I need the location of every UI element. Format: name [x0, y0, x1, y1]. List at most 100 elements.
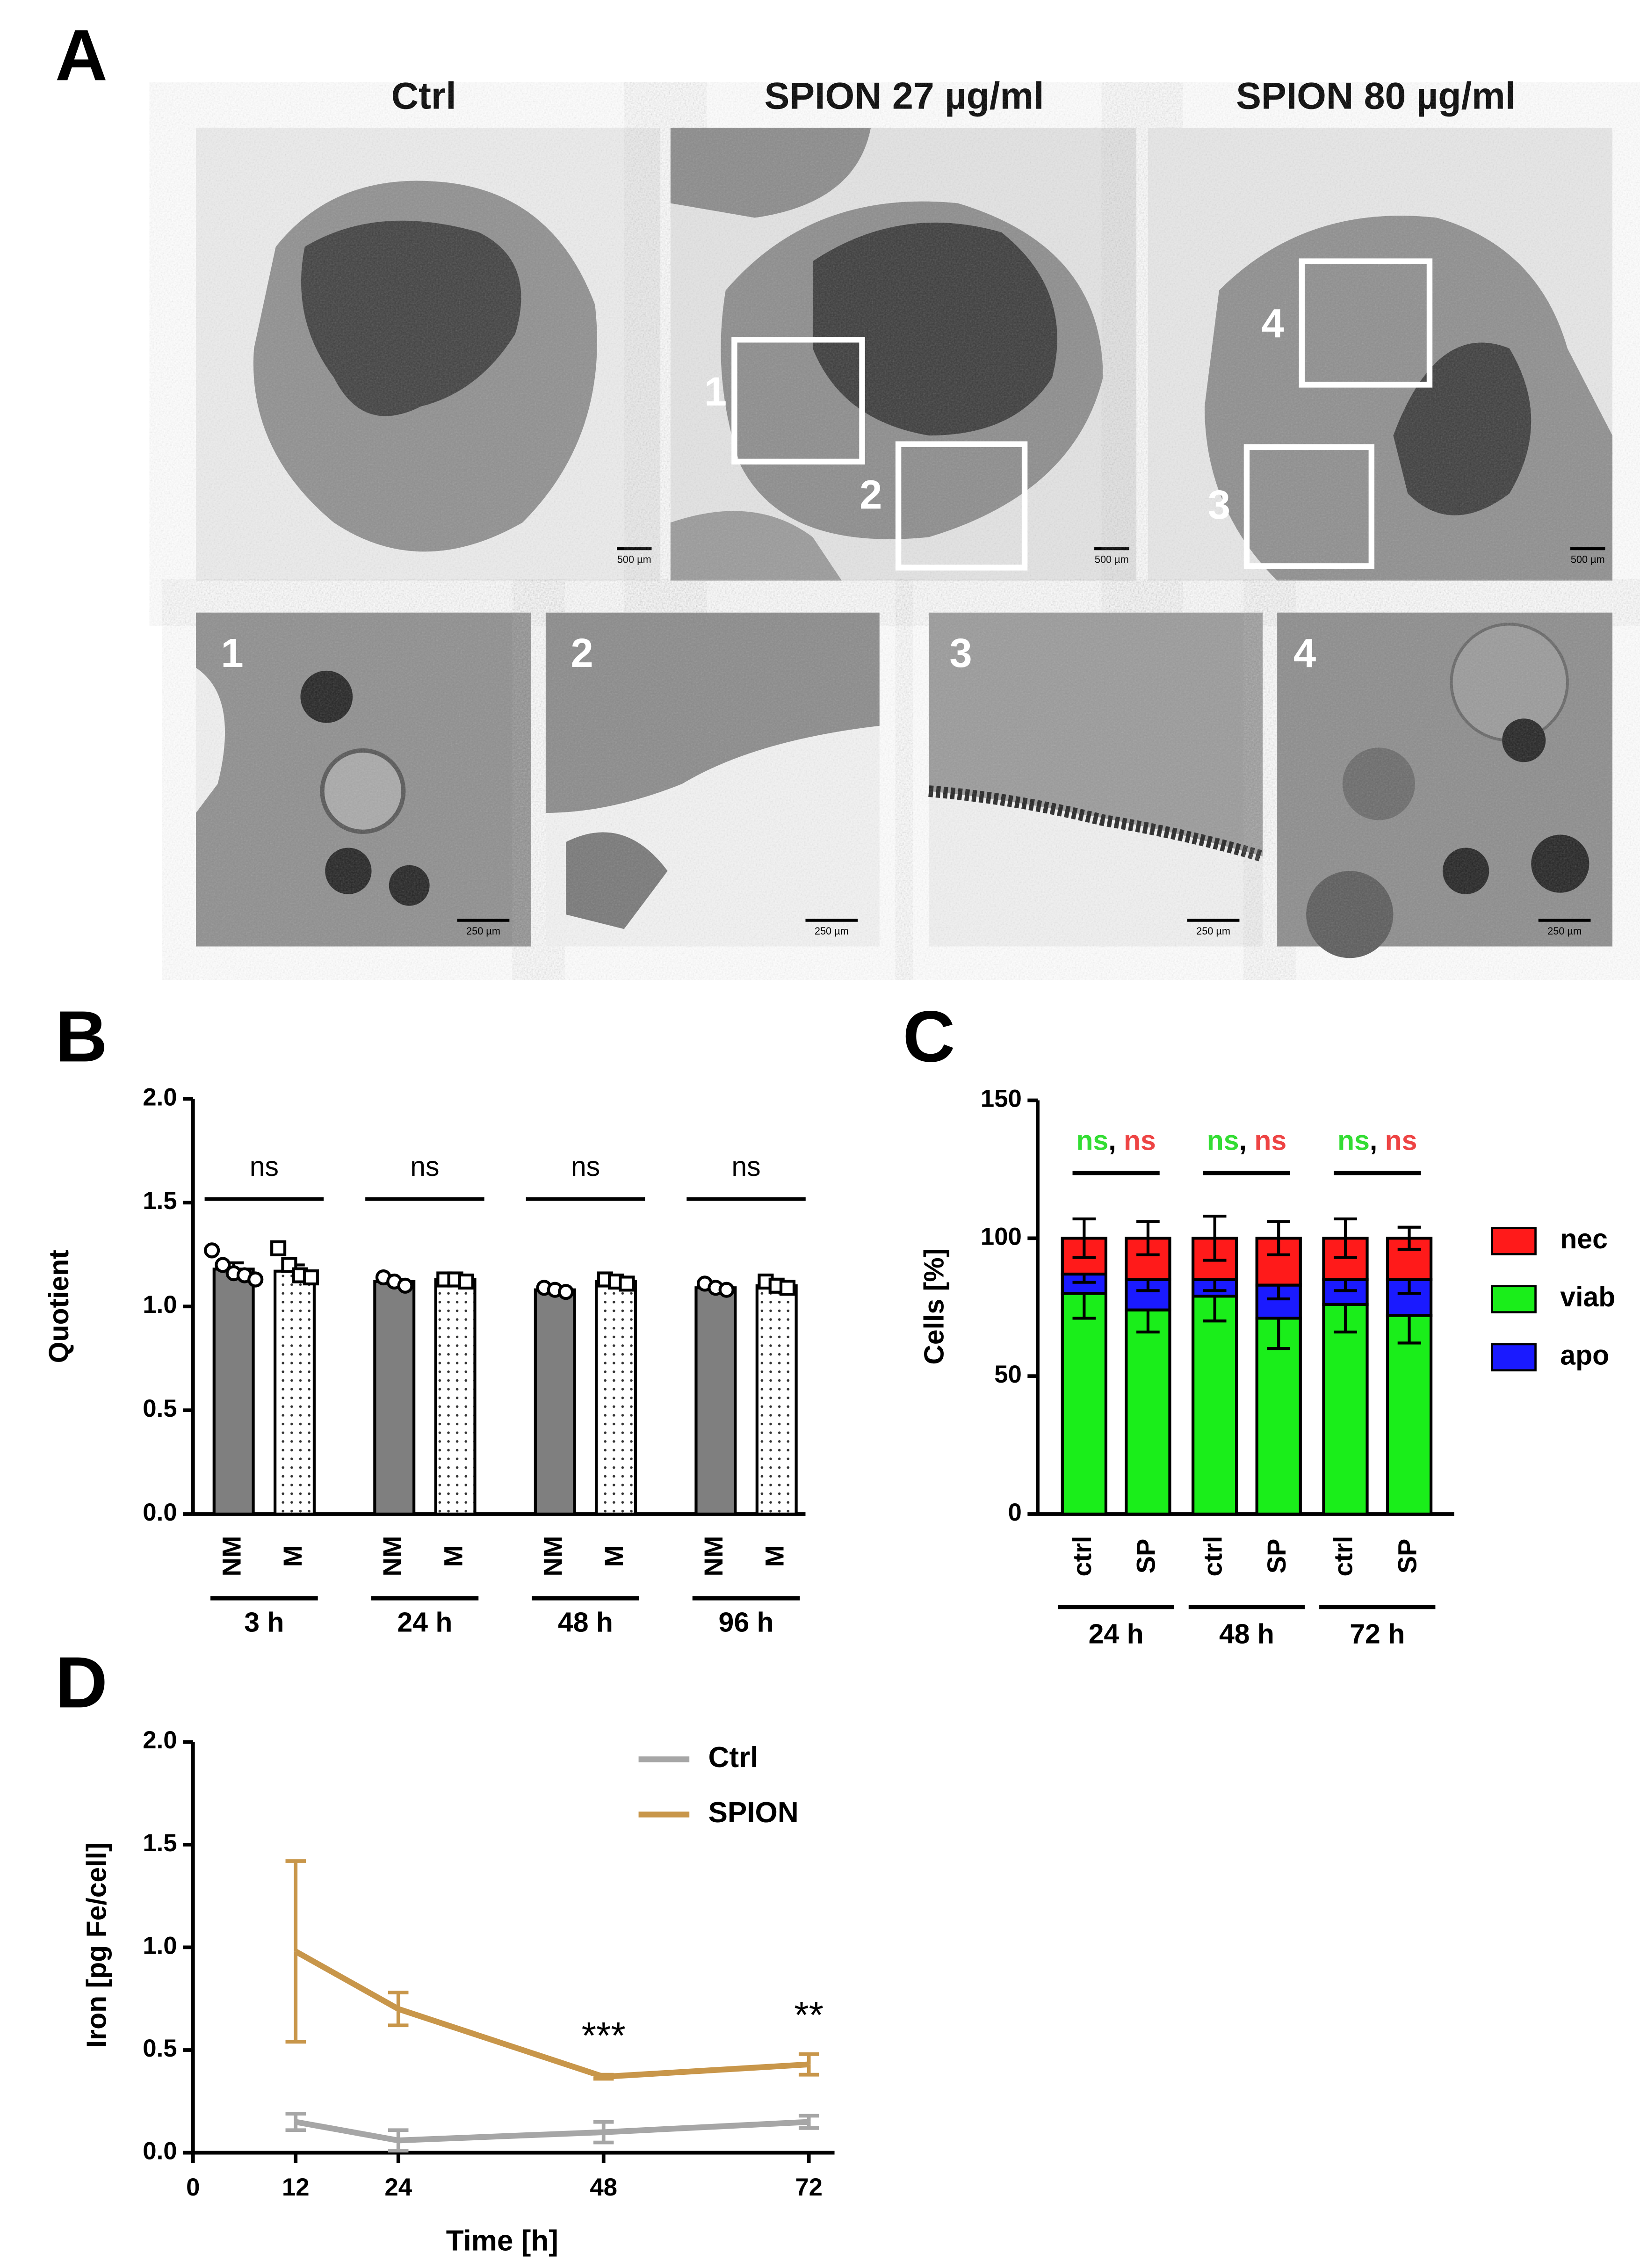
annotation-part: ns [1124, 1125, 1156, 1156]
annotation-part: ns [1337, 1125, 1370, 1156]
annotation-part: ns [1207, 1125, 1239, 1156]
inset-label: 1 [704, 369, 727, 414]
scale-label: 250 µm [466, 925, 500, 937]
y-axis-label: Quotient [44, 1250, 74, 1363]
x-tick-label: 0 [186, 2174, 200, 2201]
bar [212, 1268, 255, 1516]
y-tick-label: 0.5 [143, 2035, 177, 2062]
group-label: 48 h [1219, 1619, 1274, 1649]
annotation-part: , [1108, 1125, 1124, 1156]
annotation: *** [582, 2014, 626, 2057]
annotation-part: ns [1076, 1125, 1108, 1156]
bar [434, 1278, 477, 1516]
x-tick-label: 12 [282, 2174, 310, 2201]
data-point [397, 1277, 413, 1294]
annotation: ** [794, 1994, 824, 2036]
inset-label: 3 [949, 630, 972, 676]
bar-segment [1386, 1314, 1433, 1516]
panel-label: B [55, 996, 108, 1077]
y-tick-label: 1.0 [143, 1291, 177, 1319]
legend-label: nec [1560, 1224, 1608, 1254]
y-tick-label: 2.0 [143, 1083, 177, 1111]
y-tick-label: 1.0 [143, 1932, 177, 1959]
inset-label: 4 [1262, 301, 1284, 346]
column-title: SPION 27 µg/ml [764, 75, 1044, 117]
bar-segment [1061, 1292, 1108, 1516]
data-point [718, 1282, 735, 1298]
y-tick-label: 0 [1008, 1499, 1022, 1526]
panel-label: C [903, 996, 955, 1077]
legend-swatch [1491, 1227, 1537, 1255]
scale-label: 250 µm [815, 925, 849, 937]
legend-label: viab [1560, 1282, 1615, 1312]
data-point [779, 1280, 796, 1296]
legend-swatch [1491, 1285, 1537, 1313]
micrograph: 1 2 500 µm [670, 128, 1137, 581]
x-tick-label: SP [1262, 1539, 1291, 1574]
x-tick-label: M [438, 1545, 468, 1567]
panel-label: A [55, 14, 108, 95]
data-point [303, 1269, 319, 1286]
x-tick-label: NM [538, 1536, 568, 1577]
annotation: ns [250, 1152, 279, 1182]
data-point [458, 1273, 474, 1290]
legend-label: Ctrl [708, 1741, 759, 1774]
line [294, 1949, 809, 2080]
data-point [204, 1242, 220, 1259]
data-point [281, 1257, 297, 1273]
group-label: 72 h [1350, 1619, 1405, 1649]
annotation-part: ns [1254, 1125, 1286, 1156]
group-label: 3 h [244, 1607, 284, 1638]
data-point [247, 1271, 264, 1288]
y-axis-label: Cells [%] [919, 1248, 949, 1365]
inset-label: 1 [221, 630, 243, 676]
data-point [619, 1275, 635, 1292]
column-title: Ctrl [391, 75, 456, 117]
annotation: ns, ns [1207, 1125, 1286, 1156]
x-tick-label: ctrl [1329, 1536, 1358, 1577]
annotation: ns [410, 1152, 439, 1182]
y-tick-label: 150 [981, 1085, 1022, 1112]
annotation: ns, ns [1337, 1125, 1417, 1156]
bar-segment [1192, 1295, 1238, 1516]
micrograph-inset: 2 250 µm [545, 612, 880, 947]
y-axis-label: Iron [pg Fe/cell] [82, 1842, 112, 2048]
group-label: 24 h [397, 1607, 452, 1638]
legend-label: apo [1560, 1340, 1609, 1370]
scale-label: 500 µm [1095, 554, 1129, 565]
group-label: 24 h [1089, 1619, 1144, 1649]
y-tick-label: 1.5 [143, 1829, 177, 1857]
data-point [270, 1240, 287, 1257]
x-tick-label: M [278, 1545, 307, 1567]
inset-label: 2 [571, 630, 593, 676]
y-tick-label: 2.0 [143, 1726, 177, 1754]
scale-label: 500 µm [617, 554, 651, 565]
x-tick-label: M [759, 1545, 789, 1567]
annotation: ns [571, 1152, 600, 1182]
annotation-part: , [1239, 1125, 1255, 1156]
inset-label: 2 [860, 472, 882, 517]
bar [274, 1269, 316, 1516]
y-tick-label: 50 [994, 1361, 1022, 1388]
annotation-part: ns [1385, 1125, 1417, 1156]
y-tick-label: 0.0 [143, 1499, 177, 1526]
x-tick-label: NM [377, 1536, 407, 1577]
annotation: ns [731, 1152, 760, 1182]
x-tick-label: 48 [590, 2174, 617, 2201]
micrograph-inset: 1 250 µm [195, 612, 531, 947]
x-tick-label: 24 [384, 2174, 412, 2201]
micrograph: 3 4 500 µm [1148, 128, 1613, 581]
bar [755, 1284, 798, 1516]
scale-label: 250 µm [1547, 925, 1582, 937]
micrograph-inset: 3 250 µm [928, 612, 1264, 947]
x-tick-label: NM [699, 1536, 728, 1577]
x-tick-label: SP [1392, 1539, 1422, 1574]
x-tick-label: ctrl [1067, 1536, 1097, 1577]
x-axis-label: Time [h] [446, 2225, 558, 2257]
annotation-part: , [1370, 1125, 1385, 1156]
x-tick-label: M [599, 1545, 629, 1567]
panel-label: D [55, 1642, 108, 1723]
annotation: ns, ns [1076, 1125, 1156, 1156]
x-tick-label: 72 [795, 2174, 823, 2201]
